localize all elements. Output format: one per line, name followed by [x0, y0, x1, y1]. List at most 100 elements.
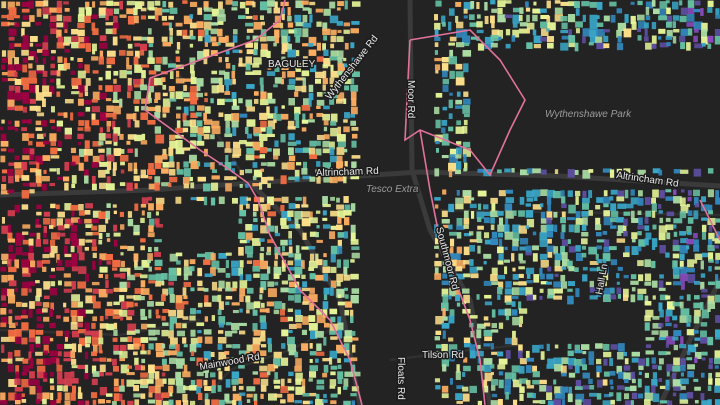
- building: [50, 49, 56, 54]
- building: [504, 379, 512, 388]
- building: [57, 176, 65, 180]
- building: [1, 358, 10, 362]
- building: [308, 147, 316, 155]
- building: [623, 211, 631, 216]
- building: [581, 224, 587, 231]
- building: [686, 267, 695, 273]
- building: [442, 260, 447, 265]
- building: [225, 183, 232, 192]
- building: [336, 197, 340, 203]
- building: [505, 281, 512, 288]
- building: [169, 28, 174, 36]
- building: [518, 253, 523, 261]
- building: [567, 295, 574, 305]
- building: [610, 259, 618, 266]
- building: [190, 133, 197, 137]
- building: [336, 224, 343, 231]
- building: [28, 78, 38, 84]
- building: [281, 8, 286, 15]
- building: [295, 162, 302, 166]
- building: [484, 322, 491, 327]
- building: [582, 266, 588, 271]
- building: [337, 294, 342, 299]
- building: [665, 217, 671, 222]
- building: [190, 126, 198, 134]
- building: [210, 77, 220, 84]
- building: [127, 91, 131, 99]
- building: [140, 169, 146, 176]
- building: [448, 203, 455, 213]
- building: [316, 176, 321, 184]
- boundary-line: [144, 77, 363, 405]
- building: [532, 29, 537, 36]
- building: [64, 49, 71, 53]
- building: [148, 386, 157, 393]
- building: [456, 21, 464, 29]
- building: [651, 22, 657, 30]
- building: [631, 287, 636, 292]
- building: [225, 273, 231, 278]
- building: [266, 308, 270, 313]
- building: [308, 119, 315, 123]
- building: [595, 253, 599, 260]
- building: [21, 175, 30, 181]
- building: [85, 7, 92, 16]
- building: [63, 245, 68, 255]
- building: [665, 252, 670, 258]
- building: [189, 22, 197, 29]
- building: [134, 64, 143, 73]
- building: [518, 344, 523, 353]
- building: [295, 22, 305, 27]
- building: [197, 176, 206, 182]
- building: [546, 364, 555, 369]
- building: [183, 259, 189, 267]
- building: [273, 113, 282, 121]
- building: [491, 8, 498, 13]
- building: [21, 119, 31, 124]
- building: [308, 92, 314, 101]
- building: [434, 224, 439, 234]
- building: [659, 217, 664, 224]
- building: [463, 98, 471, 105]
- building: [623, 252, 630, 258]
- building: [148, 70, 157, 75]
- building: [351, 155, 361, 159]
- building: [295, 77, 305, 81]
- building: [287, 393, 294, 403]
- building: [463, 168, 467, 172]
- building: [455, 71, 464, 79]
- building: [616, 392, 622, 402]
- building: [491, 267, 498, 276]
- building: [610, 225, 617, 229]
- building: [672, 365, 681, 372]
- building: [693, 210, 699, 220]
- building: [294, 266, 303, 275]
- building: [448, 56, 458, 65]
- building: [1, 175, 6, 182]
- building: [1, 21, 10, 27]
- building: [469, 266, 478, 273]
- building: [588, 210, 593, 216]
- building: [260, 393, 264, 399]
- building: [119, 351, 128, 359]
- building: [168, 399, 174, 405]
- building: [693, 259, 698, 264]
- building: [204, 316, 209, 322]
- building: [28, 379, 38, 386]
- building: [288, 155, 296, 162]
- building: [148, 43, 154, 48]
- building: [190, 35, 196, 40]
- building: [511, 365, 521, 373]
- building: [546, 196, 552, 205]
- road-label: Altrincham Rd: [316, 166, 379, 179]
- building: [35, 105, 41, 112]
- building: [259, 315, 266, 323]
- building: [455, 1, 462, 7]
- building: [239, 260, 244, 268]
- building: [260, 21, 266, 26]
- building: [246, 35, 250, 40]
- building: [498, 232, 504, 238]
- building: [316, 315, 326, 324]
- building: [127, 274, 136, 281]
- building: [470, 36, 480, 40]
